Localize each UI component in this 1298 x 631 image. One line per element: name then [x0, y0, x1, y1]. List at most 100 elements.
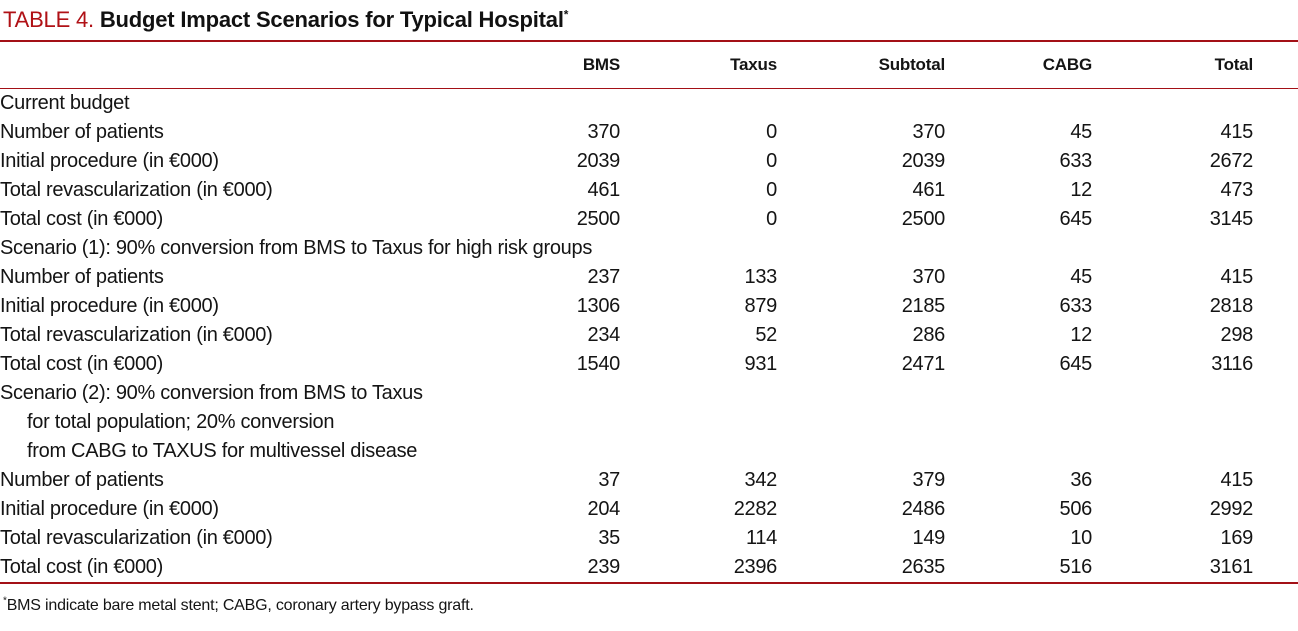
- cell-value: 473: [1220, 179, 1254, 201]
- footnote-text: BMS indicate bare metal stent; CABG, cor…: [6, 597, 474, 614]
- table-row: Number of patients 237 133 370 45 415: [0, 263, 1298, 292]
- header-empty-cell: [0, 41, 490, 89]
- cell-value: 3145: [1209, 208, 1254, 230]
- cell-value: 2818: [1209, 295, 1254, 317]
- cell-value: 298: [1220, 324, 1254, 346]
- table-row: Total cost (in €000) 2500 0 2500 645 3145: [0, 205, 1298, 234]
- header-spacer-cell: [1253, 41, 1298, 89]
- cell-value: 370: [912, 266, 946, 288]
- cell-value: 114: [746, 527, 777, 549]
- cell-value: 2039: [576, 150, 621, 172]
- cell-value: 0: [766, 121, 777, 143]
- cell-value: 45: [1070, 266, 1092, 288]
- table-row: Number of patients 370 0 370 45 415: [0, 118, 1298, 147]
- row-spacer-cell: [1253, 466, 1298, 495]
- table-row: Total revascularization (in €000) 234 52 28…: [0, 321, 1298, 350]
- cell-value: 370: [587, 121, 621, 143]
- row-spacer-cell: [1253, 205, 1298, 234]
- row-label: Total cost (in €000): [0, 353, 163, 375]
- row-spacer-cell: [1253, 495, 1298, 524]
- row-spacer-cell: [1253, 147, 1298, 176]
- column-header-taxus: Taxus: [620, 41, 777, 89]
- table-row: Initial procedure (in €000) 204 2282 2486 50…: [0, 495, 1298, 524]
- cell-value: 2471: [901, 353, 946, 375]
- row-spacer-cell: [1253, 292, 1298, 321]
- table-title-text: Budget Impact Scenarios for Typical Hosp…: [99, 7, 564, 32]
- title-footnote-marker: *: [563, 7, 569, 22]
- cell-value: 379: [912, 469, 946, 491]
- cell-value: 3116: [1211, 353, 1253, 375]
- cell-value: 36: [1070, 469, 1092, 491]
- section-header-row: Scenario (2): 90% conversion from BMS to…: [0, 379, 1298, 408]
- cell-value: 133: [744, 266, 778, 288]
- cell-value: 37: [598, 469, 620, 491]
- section-label: Scenario (2): 90% conversion from BMS to…: [0, 382, 423, 404]
- cell-value: 0: [766, 208, 777, 230]
- table-title: TABLE 4. Budget Impact Scenarios for Typ…: [0, 0, 1298, 40]
- cell-value: 12: [1070, 324, 1092, 346]
- cell-value: 3161: [1209, 556, 1254, 578]
- column-header-subtotal: Subtotal: [777, 41, 945, 89]
- cell-value: 12: [1070, 179, 1092, 201]
- cell-value: 2672: [1209, 150, 1254, 172]
- section-label: Scenario (1): 90% conversion from BMS to…: [0, 237, 593, 259]
- section-header-row: from CABG to TAXUS for multivessel disea…: [0, 437, 1298, 466]
- cell-value: 1306: [576, 295, 621, 317]
- row-label: Total cost (in €000): [0, 556, 163, 578]
- table-row: Number of patients 37 342 379 36 415: [0, 466, 1298, 495]
- cell-value: 879: [744, 295, 778, 317]
- cell-value: 45: [1070, 121, 1092, 143]
- cell-value: 370: [912, 121, 946, 143]
- cell-value: 2486: [901, 498, 946, 520]
- table-body: Current budget Number of patients 370 0 370 4…: [0, 89, 1298, 584]
- section-header-row: for total population; 20% conversion: [0, 408, 1298, 437]
- table-row: Total revascularization (in €000) 35 114 14…: [0, 524, 1298, 553]
- cell-value: 415: [1220, 266, 1254, 288]
- cell-value: 645: [1059, 353, 1093, 375]
- cell-value: 286: [912, 324, 946, 346]
- cell-value: 239: [587, 556, 621, 578]
- cell-value: 415: [1220, 469, 1254, 491]
- cell-value: 461: [912, 179, 946, 201]
- row-spacer-cell: [1253, 263, 1298, 292]
- column-header-bms: BMS: [490, 41, 620, 89]
- table-row: Initial procedure (in €000) 2039 0 2039 633 2…: [0, 147, 1298, 176]
- row-label: Total revascularization (in €000): [0, 179, 273, 201]
- cell-value: 415: [1220, 121, 1254, 143]
- row-spacer-cell: [1253, 321, 1298, 350]
- footnote-marker: *: [3, 595, 7, 607]
- cell-value: 342: [744, 469, 778, 491]
- cell-value: 2635: [901, 556, 946, 578]
- row-spacer-cell: [1253, 524, 1298, 553]
- cell-value: 2185: [901, 295, 946, 317]
- cell-value: 645: [1059, 208, 1093, 230]
- row-label: Total revascularization (in €000): [0, 324, 273, 346]
- budget-impact-table: BMS Taxus Subtotal CABG Total Current bu…: [0, 40, 1298, 584]
- table-row: Total revascularization (in €000) 461 0 461…: [0, 176, 1298, 205]
- row-spacer-cell: [1253, 176, 1298, 205]
- row-label: Initial procedure (in €000): [0, 295, 219, 317]
- row-label: Initial procedure (in €000): [0, 498, 219, 520]
- row-label: Total revascularization (in €000): [0, 527, 273, 549]
- cell-value: 516: [1059, 556, 1093, 578]
- row-spacer-cell: [1253, 118, 1298, 147]
- cell-value: 169: [1220, 527, 1254, 549]
- section-header-row: Scenario (1): 90% conversion from BMS to…: [0, 234, 1298, 263]
- section-label: for total population; 20% conversion: [27, 411, 335, 433]
- row-label: Number of patients: [0, 266, 164, 288]
- cell-value: 633: [1059, 150, 1093, 172]
- header-row: BMS Taxus Subtotal CABG Total: [0, 41, 1298, 89]
- cell-value: 2500: [576, 208, 621, 230]
- cell-value: 0: [766, 150, 777, 172]
- row-label: Number of patients: [0, 469, 164, 491]
- cell-value: 931: [744, 353, 778, 375]
- table-row: Total cost (in €000) 239 2396 2635 516 3161: [0, 553, 1298, 583]
- table-row: Initial procedure (in €000) 1306 879 2185 63…: [0, 292, 1298, 321]
- cell-value: 2992: [1209, 498, 1254, 520]
- table-number-label: TABLE 4.: [3, 7, 94, 32]
- cell-value: 1540: [576, 353, 621, 375]
- cell-value: 461: [587, 179, 621, 201]
- cell-value: 35: [598, 527, 620, 549]
- cell-value: 506: [1059, 498, 1093, 520]
